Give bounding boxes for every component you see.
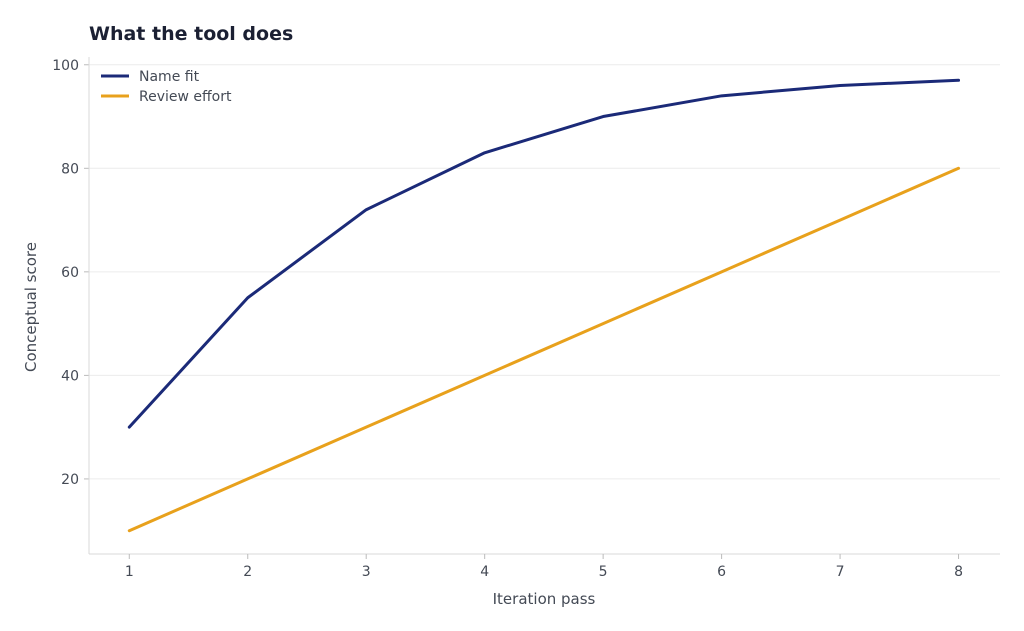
- chart-title: What the tool does: [89, 23, 293, 45]
- x-tick-label: 3: [362, 564, 371, 580]
- series-line-name-fit: [127, 78, 961, 429]
- grid-layer: [89, 64, 1000, 480]
- y-tick-label: 60: [61, 265, 79, 281]
- y-tick-label: 20: [61, 472, 79, 488]
- legend: Name fit Review effort: [101, 69, 232, 105]
- axes-layer: 20 40 60 80 100 1 2 3 4 5 6 7 8: [52, 57, 1000, 580]
- x-tick-label: 1: [125, 564, 134, 580]
- legend-label: Name fit: [139, 69, 200, 85]
- x-tick-label: 7: [836, 564, 845, 580]
- y-tick-label: 100: [52, 58, 79, 74]
- x-tick-label: 5: [599, 564, 608, 580]
- series-line-review-effort: [127, 166, 961, 533]
- x-tick-label: 6: [717, 564, 726, 580]
- y-tick-label: 40: [61, 368, 79, 384]
- x-tick-label: 2: [243, 564, 252, 580]
- legend-label: Review effort: [139, 89, 232, 105]
- x-axis-label: Iteration pass: [493, 590, 596, 608]
- x-tick-label: 8: [954, 564, 963, 580]
- y-axis-label: Conceptual score: [22, 242, 40, 372]
- y-tick-label: 80: [61, 161, 79, 177]
- x-tick-label: 4: [480, 564, 489, 580]
- series-layer: [127, 78, 961, 533]
